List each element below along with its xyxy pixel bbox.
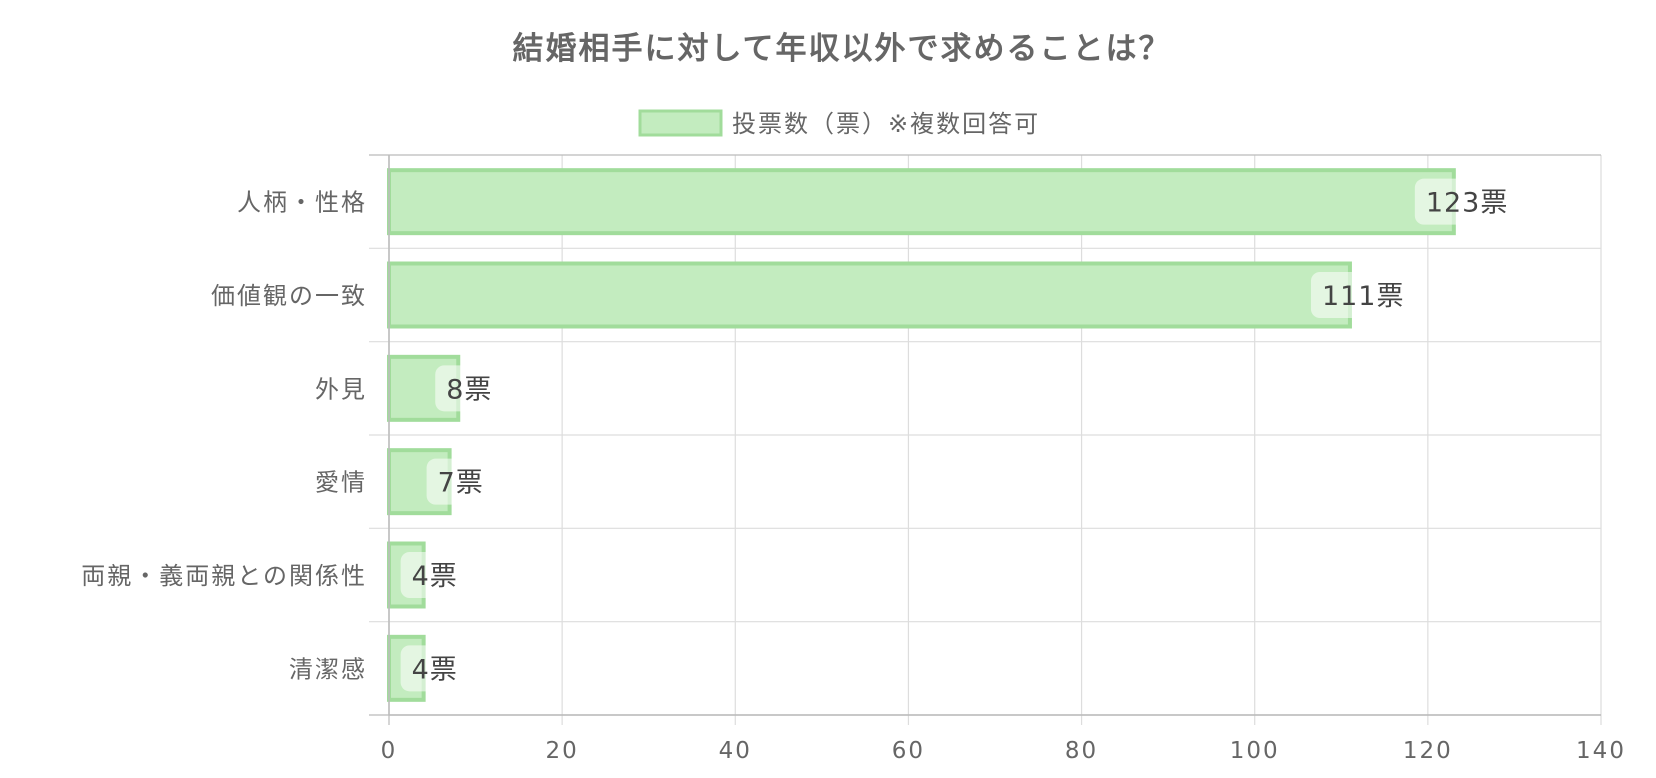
value-label-bg [1414,178,1489,225]
value-label: 4票 [412,561,458,592]
legend-swatch [638,109,723,137]
value-label-bg [400,552,443,598]
value-labels: 123票 111票 8票 7票 4票 4票 [400,178,1509,692]
category-label: 清潔感 [289,655,367,683]
x-tick-labels: 0 20 40 60 80 100 120 140 [381,738,1626,764]
category-label: 人柄・性格 [237,189,367,217]
x-tick-label: 140 [1576,738,1626,764]
value-label: 4票 [412,654,458,685]
bar[interactable] [387,168,1456,236]
x-tick-label: 100 [1230,738,1280,764]
x-tick-label: 80 [1065,738,1098,764]
value-label: 111票 [1322,281,1405,312]
legend[interactable]: 投票数（票）※複数回答可 [638,109,1040,138]
value-label: 7票 [438,468,484,499]
value-label: 8票 [446,374,492,405]
x-tick-label: 120 [1403,738,1453,764]
axes [388,155,1601,716]
x-tick-label: 0 [381,738,398,764]
category-label: 価値観の一致 [211,282,367,310]
bar[interactable] [387,261,1352,329]
value-label-bg [1310,272,1385,318]
category-label: 外見 [315,375,367,403]
legend-label: 投票数（票）※複数回答可 [732,110,1040,138]
grid [369,154,1602,725]
category-label: 愛情 [315,469,367,497]
value-label: 123票 [1426,188,1509,219]
value-label-bg [435,365,478,412]
value-label-bg [400,645,443,692]
x-tick-label: 20 [546,738,579,764]
category-label: 両親・義両親との関係性 [81,562,367,590]
value-label-bg [426,458,469,505]
x-tick-label: 60 [892,738,925,764]
x-tick-label: 40 [719,738,752,764]
chart-title: 結婚相手に対して年収以外で求めることは？ [512,31,1171,67]
